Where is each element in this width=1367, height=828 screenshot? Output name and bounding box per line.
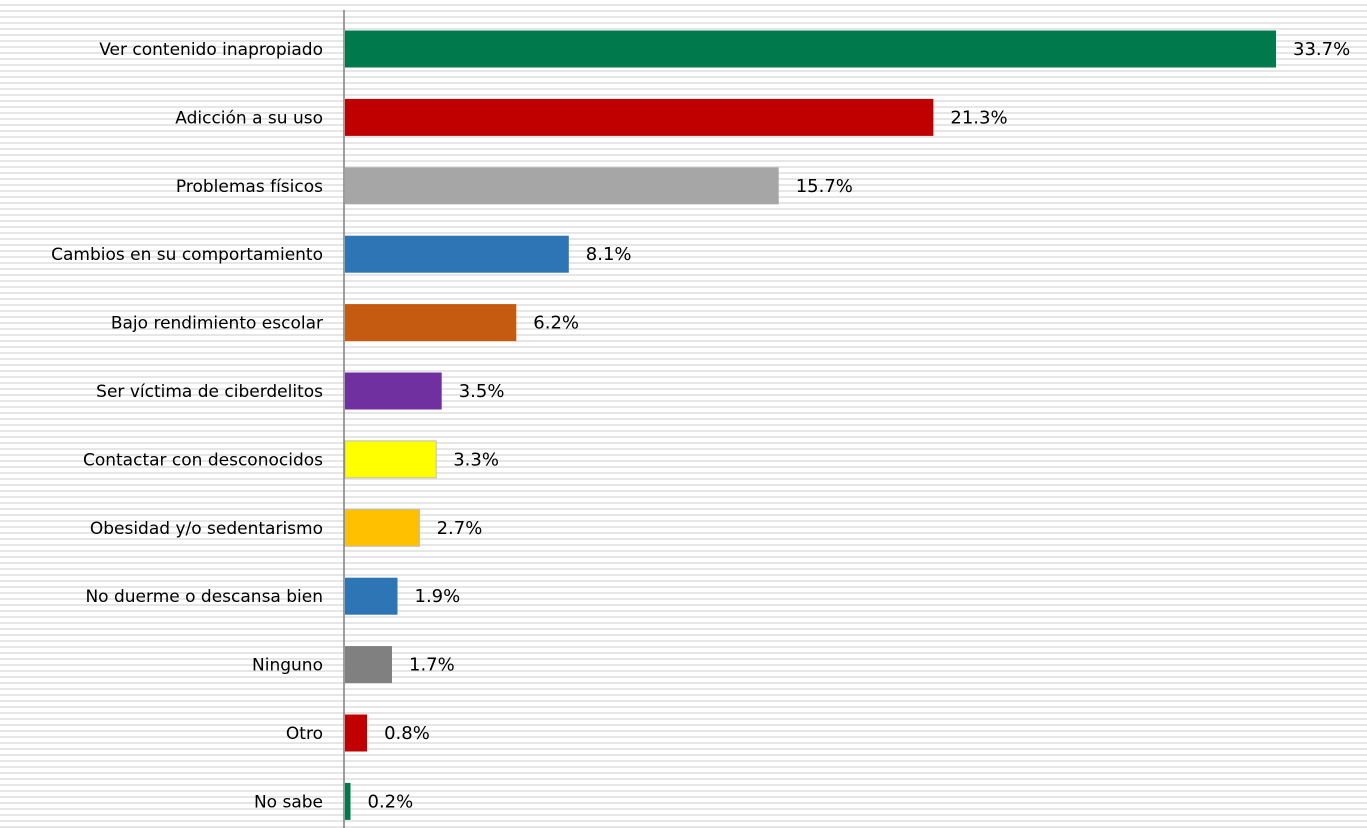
value-label-contactar-con-desconocidos: 3.3% [453,449,499,470]
bar-ver-contenido-inapropiado [345,30,1276,68]
value-label-bajo-rendimiento-escolar: 6.2% [533,313,579,334]
bar-contactar-con-desconocidos [344,440,437,479]
value-label-ninguno: 1.7% [409,655,455,676]
category-label-ver-contenido-inapropiado: Ver contenido inapropiado [99,40,323,60]
value-label-cambios-en-su-comportamiento: 8.1% [586,244,632,265]
bar-obesidad-y-o-sedentarismo [344,508,421,547]
category-label-ser-victima-de-ciberdelitos: Ser víctima de ciberdelitos [96,382,323,402]
value-label-otro: 0.8% [384,723,430,744]
category-label-no-duerme-o-descansa-bien: No duerme o descansa bien [85,587,323,607]
bar-no-sabe [345,782,351,820]
bar-problemas-fisicos [345,167,779,205]
category-label-contactar-con-desconocidos: Contactar con desconocidos [83,450,323,470]
bar-no-duerme-o-descansa-bien [345,577,398,615]
category-label-bajo-rendimiento-escolar: Bajo rendimiento escolar [111,314,323,334]
value-label-ser-victima-de-ciberdelitos: 3.5% [459,381,505,402]
bar-ser-victima-de-ciberdelitos [345,372,442,410]
bar-ninguno [345,646,392,684]
bar-otro [345,714,368,752]
category-labels: Ver contenido inapropiado Adicción a su u… [51,40,323,812]
value-label-adiccion-a-su-uso: 21.3% [950,107,1007,128]
category-label-problemas-fisicos: Problemas físicos [176,177,323,197]
category-label-no-sabe: No sabe [254,792,323,812]
value-label-obesidad-y-o-sedentarismo: 2.7% [437,518,483,539]
value-labels: 33.7% 21.3% 15.7% 8.1% 6.2% 3.5% 3.3% 2.7% 1.9% 1… [368,39,1351,812]
category-label-ninguno: Ninguno [252,656,323,676]
category-label-otro: Otro [286,724,323,744]
value-label-no-duerme-o-descansa-bien: 1.9% [415,586,461,607]
value-label-problemas-fisicos: 15.7% [796,176,853,197]
value-label-ver-contenido-inapropiado: 33.7% [1293,39,1350,60]
bar-bajo-rendimiento-escolar [345,304,517,342]
category-label-cambios-en-su-comportamiento: Cambios en su comportamiento [51,245,323,265]
bar-cambios-en-su-comportamiento [345,235,569,273]
category-label-adiccion-a-su-uso: Adicción a su uso [175,108,323,128]
category-label-obesidad-y-o-sedentarismo: Obesidad y/o sedentarismo [90,519,323,539]
value-label-no-sabe: 0.2% [368,791,414,812]
bars [344,30,1276,820]
bar-adiccion-a-su-uso [345,98,934,136]
